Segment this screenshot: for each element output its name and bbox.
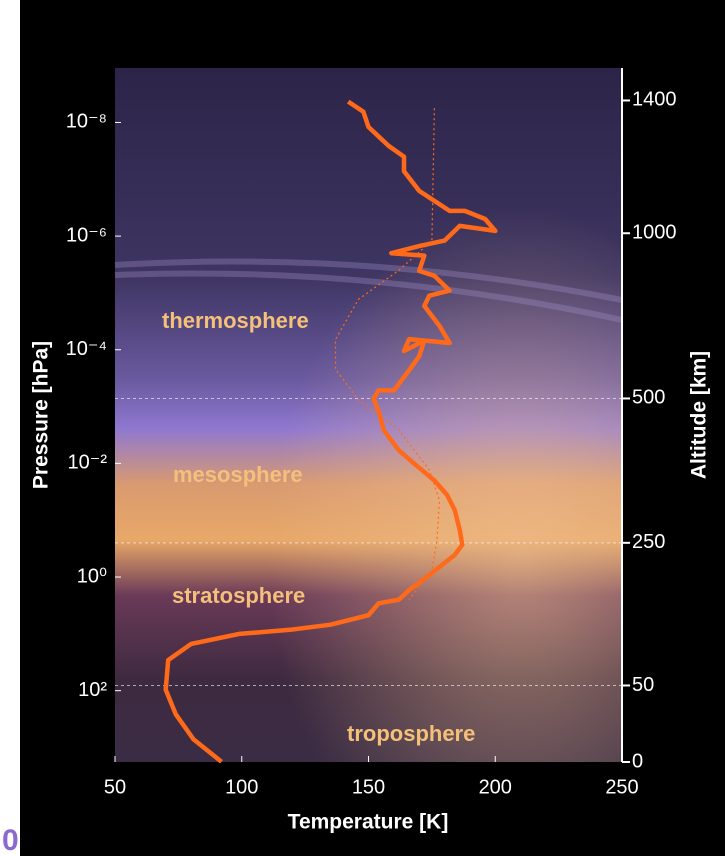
y-axis-label: Pressure [hPa] (30, 341, 53, 489)
layer-label: stratosphere (172, 583, 305, 608)
y2-axis-label: Altitude [km] (688, 351, 711, 479)
x-tick-label: 200 (479, 776, 512, 798)
x-tick-label: 250 (605, 776, 638, 798)
layer-label: troposphere (347, 721, 475, 746)
y-tick-label: 10² (78, 679, 107, 701)
y-tick-label: 10⁻⁶ (66, 224, 107, 246)
plot-glow (115, 68, 622, 762)
y-tick-label: 10⁻⁸ (66, 111, 107, 133)
y2-tick-label: 50 (632, 674, 654, 696)
y2-tick-label: 0 (632, 750, 643, 772)
left-strip (0, 0, 20, 856)
y-tick-label: 10⁰ (77, 565, 107, 587)
y2-tick-label: 1400 (632, 89, 677, 111)
x-tick-label: 100 (225, 776, 258, 798)
chart: 0 thermosphere mesosphere stratosphere t… (0, 0, 725, 856)
y-tick-label: 10⁻⁴ (66, 338, 107, 360)
y2-tick-label: 250 (632, 531, 665, 553)
y-tick-label: 10⁻² (68, 452, 108, 474)
y2-tick-label: 1000 (632, 222, 677, 244)
x-axis-label: Temperature [K] (288, 811, 449, 834)
layer-label: thermosphere (162, 308, 309, 333)
y2-tick-label: 500 (632, 387, 665, 409)
x-tick-label: 150 (352, 776, 385, 798)
x-tick-label: 50 (104, 776, 126, 798)
logo-fragment: 0 (2, 824, 19, 856)
layer-label: mesosphere (173, 462, 303, 487)
